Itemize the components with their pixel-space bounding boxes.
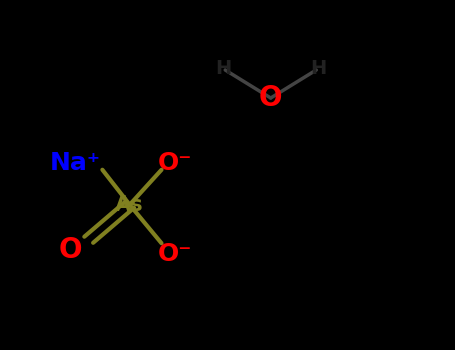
- Text: H: H: [215, 59, 231, 78]
- Text: O: O: [259, 84, 283, 112]
- Text: O⁻: O⁻: [158, 151, 192, 175]
- Text: O⁻: O⁻: [158, 242, 192, 266]
- Text: H: H: [310, 59, 327, 78]
- Text: As: As: [116, 195, 144, 215]
- Text: Na⁺: Na⁺: [50, 151, 101, 175]
- Text: O: O: [59, 236, 82, 264]
